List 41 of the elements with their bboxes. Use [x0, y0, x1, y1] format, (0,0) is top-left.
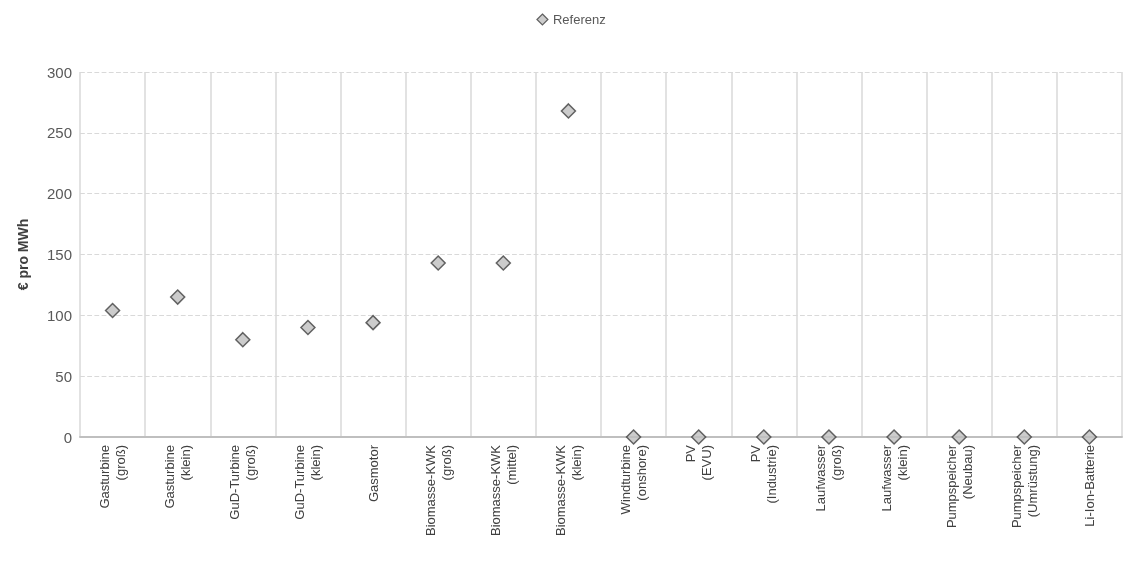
y-tick-label: 300	[46, 63, 72, 81]
point	[1081, 429, 1098, 445]
x-tick-label: Pumpspeicher (Neubau)	[943, 444, 975, 529]
point	[886, 429, 902, 445]
point	[365, 314, 381, 331]
x-tick-label: GuD-Turbine (klein)	[292, 445, 324, 520]
x-tick-label: Biomasse-KWK (groß)	[422, 444, 454, 537]
y-tick-label: 200	[46, 185, 72, 203]
point	[300, 319, 316, 336]
x-tick-label: Li-Ion-Batterie	[1081, 445, 1097, 527]
x-tick-label: GuD-Turbine (groß)	[227, 445, 259, 520]
legend-label: Referenz	[552, 12, 606, 27]
x-tick-label: Laufwasser (klein)	[878, 444, 910, 512]
y-tick-label: 50	[55, 367, 72, 385]
point	[169, 289, 186, 305]
x-tick-label: Pumpspeicher (Umrüstung)	[1008, 444, 1040, 529]
x-tick-label: PV (EVU)	[683, 444, 715, 481]
point	[756, 429, 772, 445]
x-tick-label: Biomasse-KWK (mittel)	[487, 444, 519, 537]
point	[690, 429, 707, 445]
point	[495, 255, 512, 271]
x-tick-label: Windturbine (onshore)	[618, 445, 650, 515]
point	[430, 255, 446, 271]
y-tick-label: 150	[46, 246, 72, 263]
y-tick-label: 0	[63, 428, 72, 446]
point	[235, 331, 251, 348]
y-tick-label: 100	[46, 306, 72, 324]
x-tick-label: Laufwasser (groß)	[813, 444, 845, 512]
x-tick-label: Gasmotor	[365, 444, 381, 503]
x-tick-label: PV (Industrie)	[748, 444, 780, 504]
x-tick-label: Biomasse-KWK (klein)	[552, 444, 584, 537]
y-axis-title: € pro MWh	[15, 218, 31, 291]
point	[625, 429, 642, 445]
point	[821, 429, 837, 445]
point	[560, 103, 577, 119]
point	[1016, 429, 1033, 445]
point	[104, 302, 121, 319]
x-tick-label: Gasturbine (groß)	[97, 445, 129, 509]
x-tick-label: Gasturbine (klein)	[162, 445, 194, 509]
y-tick-label: 250	[46, 124, 72, 142]
point	[951, 429, 967, 445]
